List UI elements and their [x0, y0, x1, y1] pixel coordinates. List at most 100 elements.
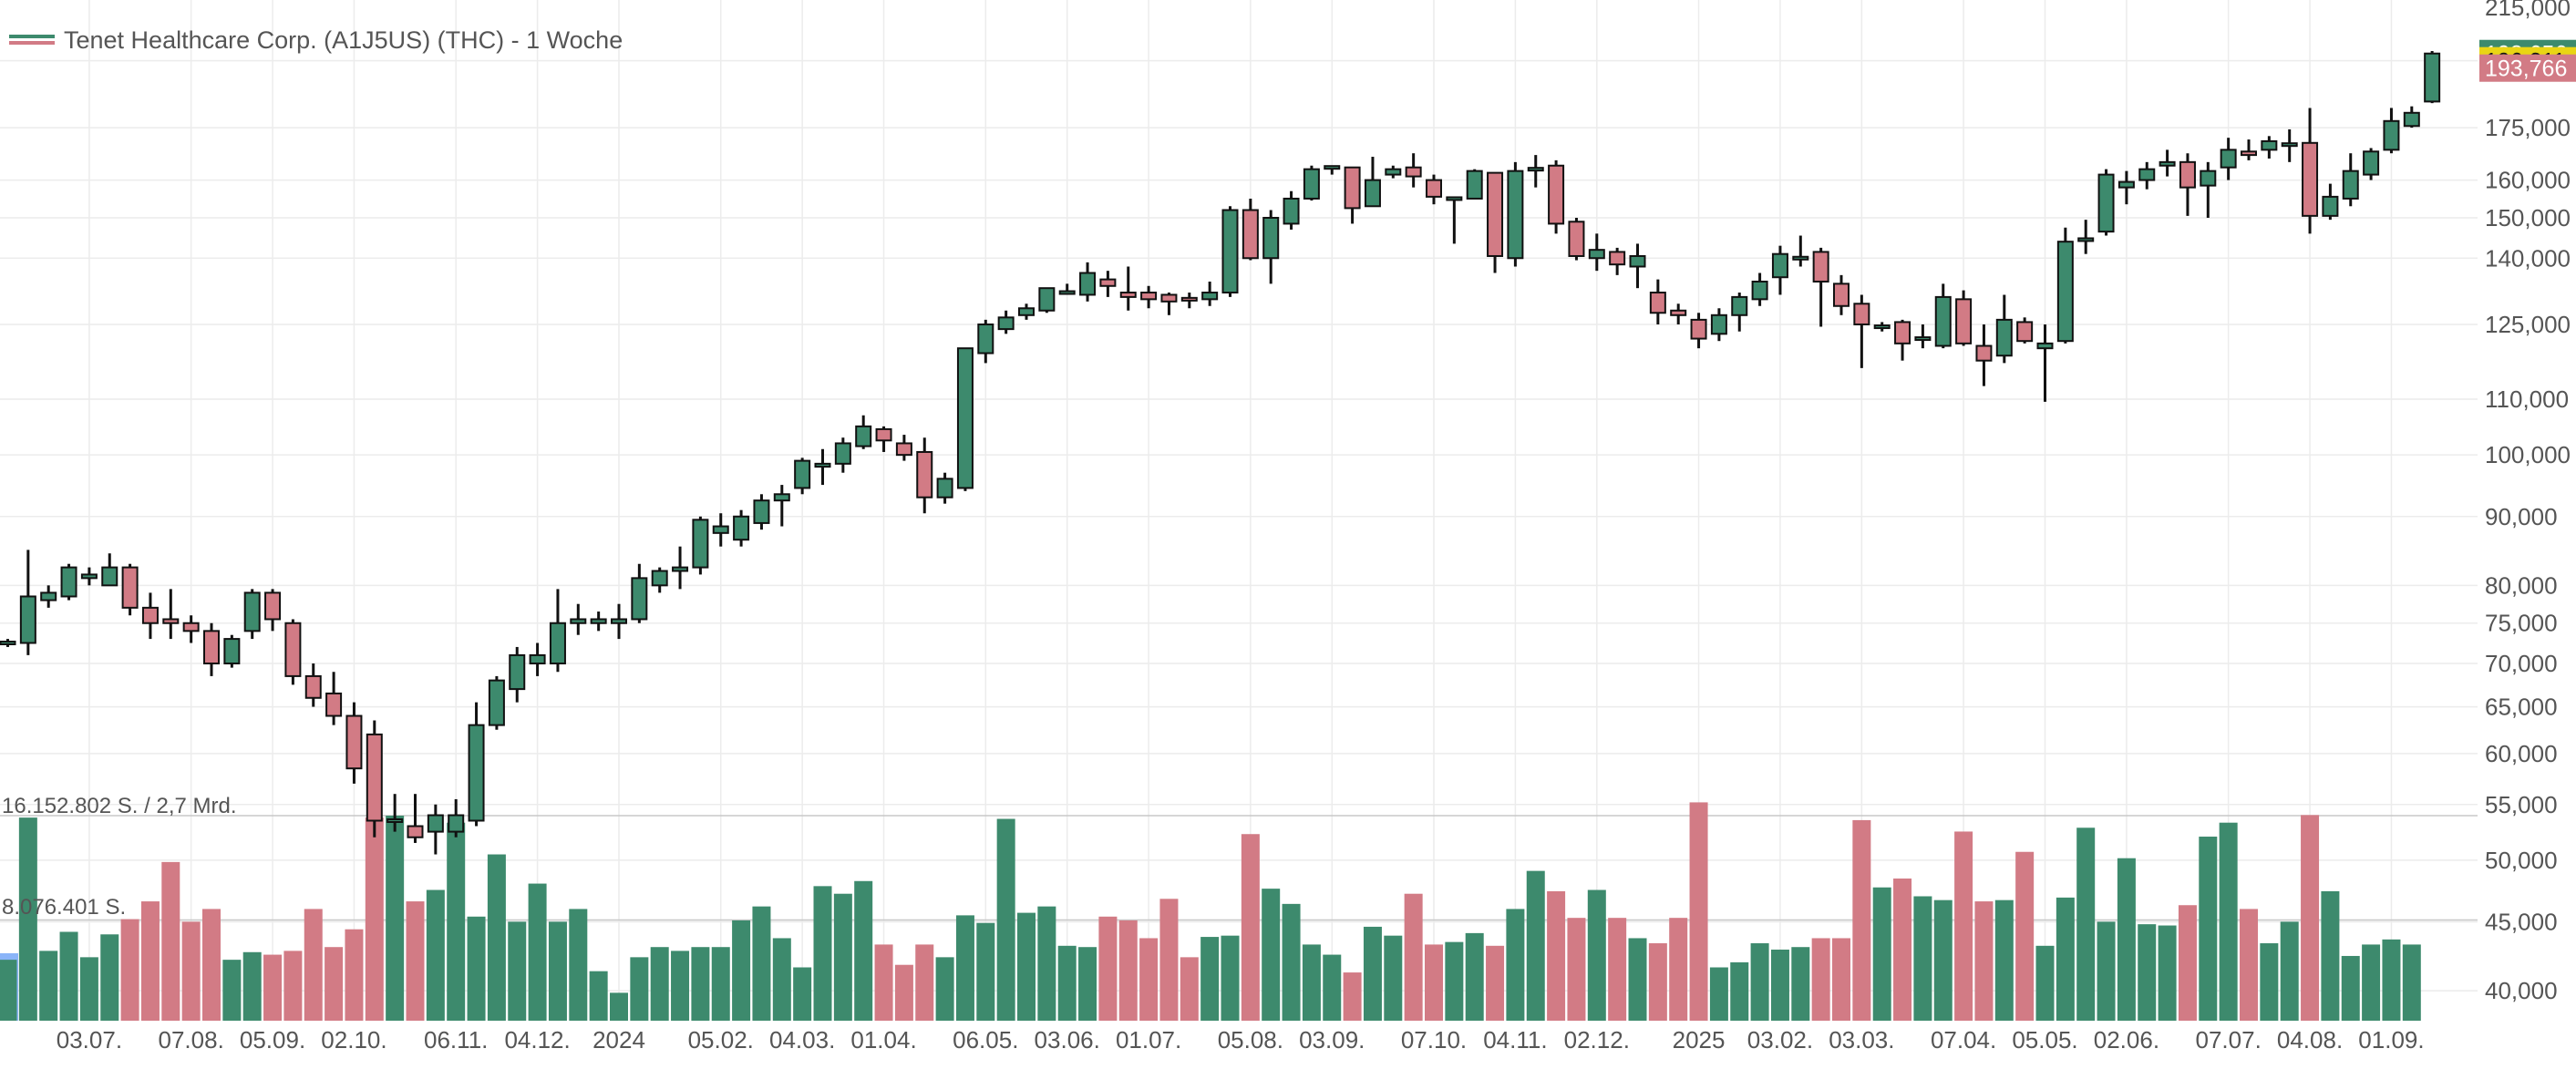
candle	[1588, 233, 1605, 272]
y-tick-label: 140,000	[2485, 244, 2571, 272]
candle-body	[366, 733, 383, 822]
volume-bar	[2280, 921, 2299, 1021]
candle	[19, 550, 36, 655]
candle	[651, 567, 668, 593]
candle	[141, 592, 159, 640]
candle-body	[40, 591, 57, 601]
volume-bar	[1933, 899, 1953, 1021]
candle	[1507, 161, 1524, 267]
candle	[1710, 308, 1727, 342]
candle	[1955, 290, 1973, 346]
candle	[101, 553, 118, 587]
volume-max-label: 16.152.802 S. / 2,7 Mrd.	[2, 794, 237, 818]
candle-body	[611, 618, 627, 624]
candle	[1609, 247, 1626, 275]
candle	[80, 567, 98, 586]
candle	[1058, 283, 1076, 295]
candle	[304, 663, 322, 707]
candle-body	[2363, 150, 2380, 176]
candle	[1833, 274, 1850, 315]
candle	[243, 589, 261, 640]
candle-body	[2302, 141, 2319, 217]
candle-body	[997, 316, 1015, 331]
x-tick-label: 03.06.	[1035, 1026, 1100, 1054]
candle	[529, 642, 546, 676]
candle	[1853, 294, 1870, 368]
candle	[325, 672, 343, 725]
volume-bar	[1221, 935, 1240, 1021]
candle-body	[2077, 237, 2095, 242]
candle	[1487, 171, 1504, 273]
candle-body	[1995, 318, 2013, 357]
candle-body	[773, 493, 790, 502]
candle-body	[509, 653, 526, 691]
y-tick-label: 45,000	[2485, 909, 2558, 936]
volume-bar	[1384, 935, 1403, 1021]
candle-body	[2403, 111, 2420, 128]
candle-body	[549, 622, 566, 665]
candle	[997, 310, 1015, 334]
candle-body	[1934, 295, 1952, 347]
candle-body	[1670, 309, 1687, 316]
x-tick-label: 05.08.	[1218, 1026, 1283, 1054]
y-tick-label: 70,000	[2485, 650, 2558, 677]
y-tick-label: 80,000	[2485, 571, 2558, 599]
candle	[1242, 198, 1259, 261]
volume-bar	[772, 938, 791, 1021]
candle-body	[1955, 298, 1973, 344]
volume-bar	[1241, 834, 1260, 1021]
volume-bar	[508, 921, 527, 1021]
candle-body	[264, 591, 282, 621]
candle-body	[1364, 179, 1381, 208]
candle	[203, 622, 220, 676]
volume-bar	[793, 967, 812, 1021]
candle-body	[19, 595, 36, 644]
candle	[1527, 155, 1544, 188]
volume-bar	[1852, 819, 1871, 1021]
candle	[1099, 271, 1117, 297]
volume-bar	[1017, 912, 1036, 1021]
candle-body	[1283, 197, 1300, 225]
candle-body	[1853, 303, 1870, 325]
candle	[1140, 285, 1158, 309]
candle-body	[2281, 142, 2298, 148]
volume-bar	[2117, 858, 2136, 1021]
volume-bar	[1872, 887, 1891, 1021]
candle-body	[1751, 280, 1768, 301]
candle-body	[1487, 171, 1504, 257]
candle	[2097, 169, 2115, 236]
volume-bar	[1118, 920, 1138, 1021]
candle-body	[60, 566, 77, 598]
chart-legend[interactable]: Tenet Healthcare Corp. (A1J5US) (THC) - …	[9, 22, 623, 58]
price-tags: 215,000198,656196,211193,766	[2479, 0, 2576, 82]
volume-bar	[79, 957, 98, 1021]
candle	[427, 804, 444, 855]
candle	[2383, 108, 2400, 154]
x-tick-label: 04.03.	[769, 1026, 835, 1054]
candle	[0, 639, 16, 647]
candle-body	[1344, 166, 1361, 210]
candle-body	[1446, 196, 1463, 201]
y-tick-label: 75,000	[2485, 610, 2558, 637]
x-tick-label: 07.10.	[1401, 1026, 1467, 1054]
candle	[1894, 319, 1911, 361]
candle-body	[875, 427, 892, 442]
time-axis: 03.07. 07.08. 05.09. 02.10. 06.11. 04.12. 2024…	[57, 1026, 2425, 1054]
candle-body	[325, 692, 343, 717]
price-tag-box	[2479, 54, 2576, 82]
volume-bar	[1669, 918, 1688, 1021]
candle	[2016, 317, 2034, 344]
x-tick-label: 04.12.	[504, 1026, 570, 1054]
candle	[1812, 247, 1829, 327]
candle	[814, 448, 831, 486]
volume-bar	[18, 817, 37, 1021]
x-tick-label: 05.09.	[240, 1026, 305, 1054]
candle-body	[590, 618, 607, 624]
candle	[712, 513, 729, 547]
x-tick-label: 07.08.	[159, 1026, 224, 1054]
volume-bar	[976, 922, 995, 1021]
candle	[2117, 170, 2135, 205]
volume-bar	[996, 818, 1015, 1021]
